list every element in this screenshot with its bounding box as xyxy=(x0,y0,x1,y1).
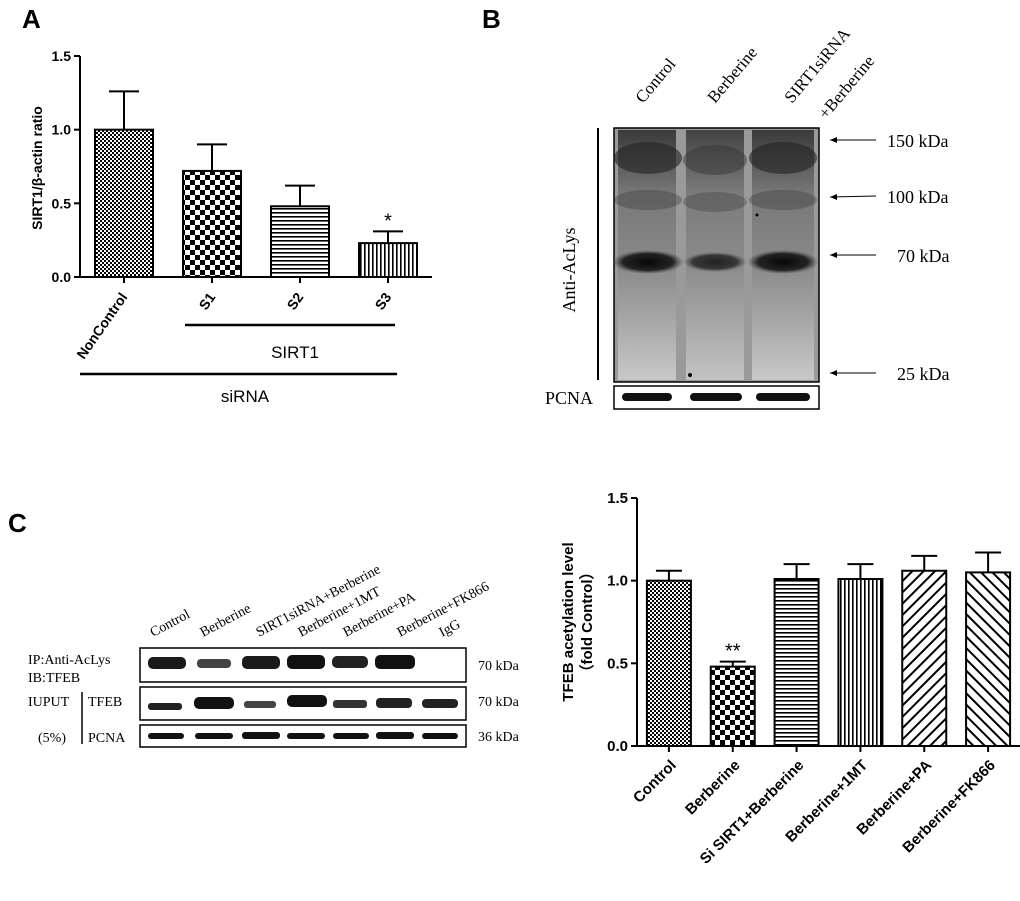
ip-tfeb-blot xyxy=(139,647,467,683)
x-tick-label: S1 xyxy=(196,289,219,312)
x-tick-label: S2 xyxy=(284,289,307,312)
y-tick-label: 0.0 xyxy=(52,269,72,285)
chart-a-ylabel: SIRT1/β-actin ratio xyxy=(29,106,45,230)
marker-25: 25 kDa xyxy=(897,364,950,384)
c-pcna-label: PCNA xyxy=(88,731,126,746)
bar xyxy=(358,242,418,278)
marker-70: 70 kDa xyxy=(897,246,950,266)
input-tfeb-blot xyxy=(139,686,467,721)
c-input-label: IUPUT xyxy=(28,695,70,710)
c-tfeb-label: TFEB xyxy=(88,695,122,710)
y-tick-label: 1.0 xyxy=(52,122,72,138)
bar xyxy=(182,169,242,278)
chart-c: 0.0 0.5 1.0 1.5 Control Berberine ** Si SIRT1+B… xyxy=(607,490,1020,868)
bar xyxy=(773,578,820,747)
chart-a: 0.0 0.5 1.0 1.5 NonControl S1 S2 S3 * xyxy=(52,48,432,362)
bar xyxy=(837,578,884,747)
c-lane-igg: IgG xyxy=(437,617,463,640)
chart-c-ylabel-2: （fold Control） xyxy=(578,565,596,680)
x-tick-label: Berberine xyxy=(682,757,744,819)
bar xyxy=(965,571,1012,748)
c-size-row3: 36 kDa xyxy=(478,730,520,745)
c-size-row1: 70 kDa xyxy=(478,659,520,674)
c-lane-control: Control xyxy=(148,607,193,640)
y-tick-label: 1.0 xyxy=(607,573,628,590)
acetyl-lysine-blot xyxy=(612,127,820,383)
y-tick-label: 0.5 xyxy=(607,655,628,672)
bar xyxy=(709,665,756,748)
b-lane-control: Control xyxy=(632,54,680,106)
x-tick-label: Si SIRT1+Berberine xyxy=(697,757,808,868)
bar xyxy=(645,579,692,748)
bar xyxy=(94,128,154,278)
b-loading-label: PCNA xyxy=(545,388,593,408)
sirt1-group-label: SIRT1 xyxy=(271,343,319,362)
b-lane-berberine: Berberine xyxy=(704,43,762,107)
bar xyxy=(901,569,948,747)
panel-b-letter: B xyxy=(482,4,501,34)
x-tick-label: S3 xyxy=(372,289,395,312)
c-row1-label-ip: IP:Anti-AcLys xyxy=(28,653,110,668)
c-row1-label-ib: IB:TFEB xyxy=(28,671,80,686)
panel-a-letter: A xyxy=(22,4,41,34)
y-tick-label: 0.5 xyxy=(52,195,72,211)
y-tick-label: 1.5 xyxy=(52,48,72,64)
panel-c-letter: C xyxy=(8,508,27,538)
sirna-group-label: siRNA xyxy=(221,387,270,406)
b-markers xyxy=(829,137,877,376)
input-pcna-blot xyxy=(139,724,467,748)
c-lane-berberine: Berberine xyxy=(198,601,254,640)
c-input-pct: (5%) xyxy=(38,731,66,746)
x-tick-label: Control xyxy=(630,757,680,807)
marker-100: 100 kDa xyxy=(887,187,949,207)
pcna-blot-b xyxy=(613,385,820,410)
significance-mark: * xyxy=(384,210,392,232)
y-tick-label: 0.0 xyxy=(607,738,628,755)
x-tick-label: NonControl xyxy=(73,290,130,362)
y-tick-label: 1.5 xyxy=(607,490,628,507)
significance-mark: ** xyxy=(725,641,741,663)
c-size-row2: 70 kDa xyxy=(478,695,520,710)
bar xyxy=(270,205,330,278)
chart-c-ylabel-1: TFEB acetylation level xyxy=(560,542,577,701)
b-antibody-label: Anti-AcLys xyxy=(559,228,579,313)
marker-150: 150 kDa xyxy=(887,131,949,151)
